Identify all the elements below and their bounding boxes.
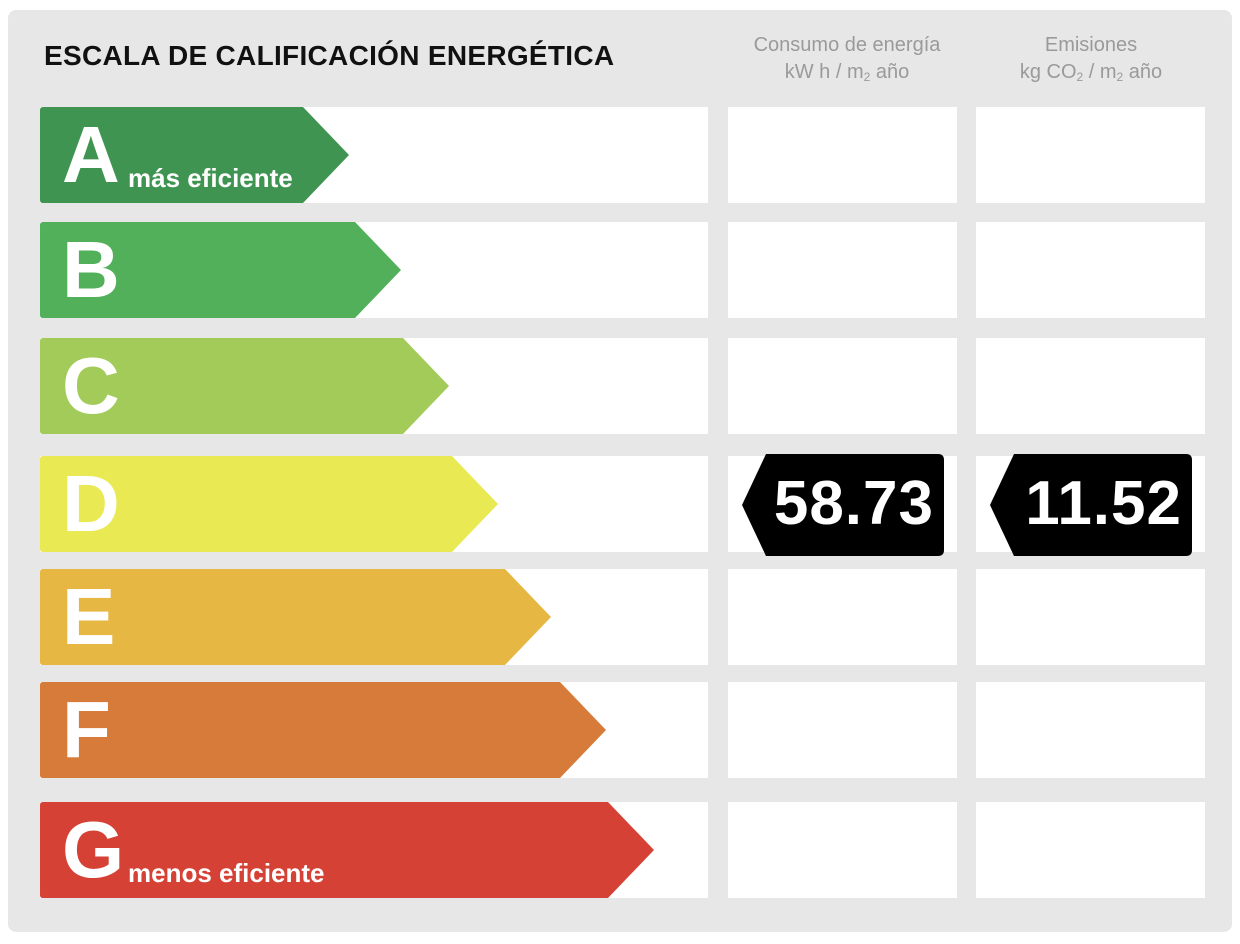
consumo-cell bbox=[728, 569, 957, 665]
rating-arrow-shape bbox=[40, 569, 551, 665]
consumo-cell bbox=[728, 802, 957, 898]
rating-arrow-d: D bbox=[40, 456, 498, 552]
rating-arrow-f: F bbox=[40, 682, 606, 778]
emisiones-header-unit: kg CO2 / m2 año bbox=[1019, 61, 1163, 84]
rating-arrow-c: C bbox=[40, 338, 449, 434]
rating-letter: C bbox=[62, 341, 120, 430]
emisiones-cell bbox=[976, 682, 1205, 778]
emisiones-header-line1: Emisiones bbox=[1044, 34, 1138, 56]
consumo-cell bbox=[728, 107, 957, 203]
consumo-header-unit: kW h / m2 año bbox=[784, 61, 910, 84]
emisiones-cell bbox=[976, 222, 1205, 318]
rating-arrow-shape bbox=[40, 107, 349, 203]
rating-letter: G bbox=[62, 805, 125, 894]
emisiones-cell bbox=[976, 107, 1205, 203]
rating-sublabel: más eficiente bbox=[128, 163, 293, 193]
consumo-column-header: Consumo de energía kW h / m2 año bbox=[727, 32, 967, 86]
emisiones-value-badge: 11.52 bbox=[990, 454, 1192, 556]
consumo-value: 58.73 bbox=[773, 469, 934, 538]
emisiones-value: 11.52 bbox=[1025, 469, 1182, 538]
page-title: ESCALA DE CALIFICACIÓN ENERGÉTICA bbox=[44, 40, 615, 71]
rating-letter: F bbox=[62, 685, 111, 774]
rating-letter: A bbox=[62, 110, 120, 199]
rating-arrow-e: E bbox=[40, 569, 551, 665]
rating-sublabel: menos eficiente bbox=[128, 858, 325, 888]
rating-arrow-shape bbox=[40, 802, 654, 898]
rating-letter: D bbox=[62, 459, 120, 548]
consumo-badge-shape bbox=[742, 454, 944, 556]
consumo-cell bbox=[728, 338, 957, 434]
consumo-cell bbox=[728, 222, 957, 318]
emisiones-cell bbox=[976, 338, 1205, 434]
rating-arrow-shape bbox=[40, 456, 498, 552]
rating-arrow-shape bbox=[40, 222, 401, 318]
rating-letter: B bbox=[62, 225, 120, 314]
consumo-value-badge: 58.73 bbox=[742, 454, 944, 556]
emisiones-cell bbox=[976, 569, 1205, 665]
rating-letter: E bbox=[62, 572, 116, 661]
consumo-header-line1: Consumo de energía bbox=[753, 34, 941, 56]
rating-arrow-shape bbox=[40, 682, 606, 778]
rating-arrow-shape bbox=[40, 338, 449, 434]
rating-arrow-b: B bbox=[40, 222, 401, 318]
emisiones-cell bbox=[976, 802, 1205, 898]
consumo-cell bbox=[728, 682, 957, 778]
emisiones-badge-shape bbox=[990, 454, 1192, 556]
emisiones-column-header: Emisiones kg CO2 / m2 año bbox=[971, 32, 1211, 86]
